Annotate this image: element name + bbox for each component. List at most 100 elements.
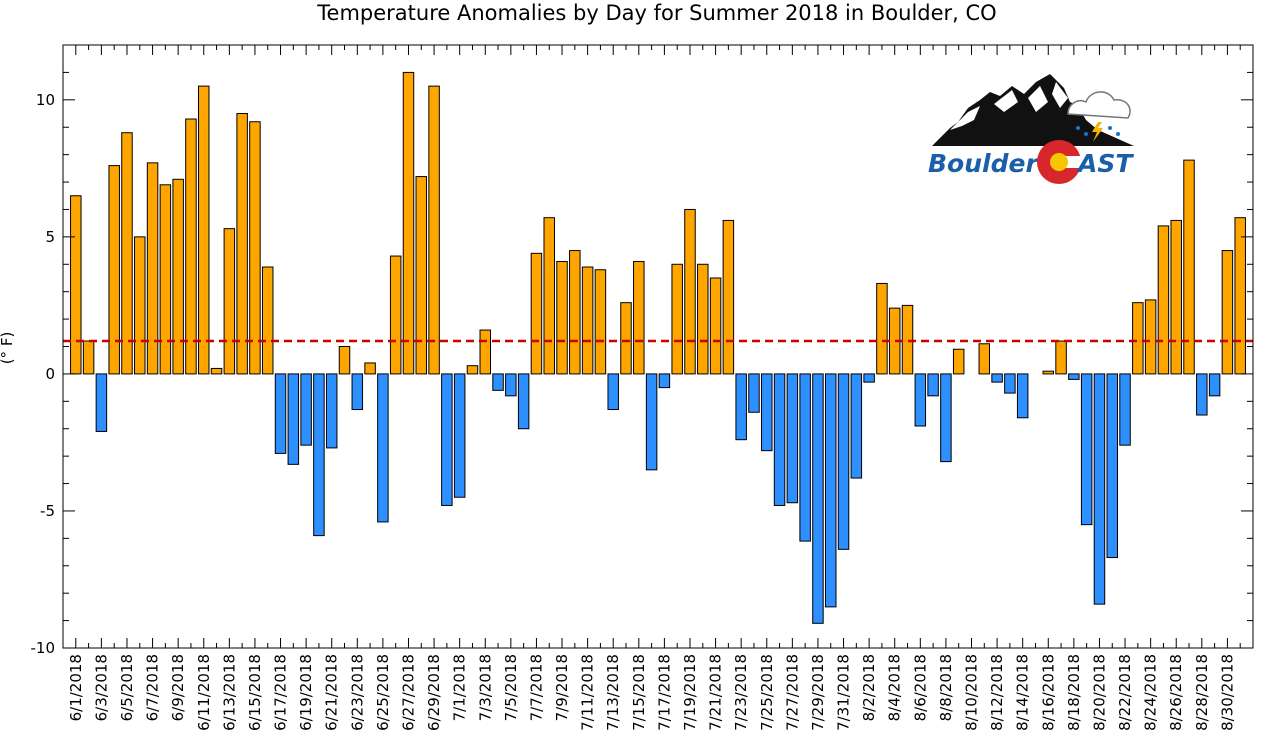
bar-6/6/2018 xyxy=(134,236,146,375)
bar-7/9/2018 xyxy=(556,261,568,375)
y-tick-label: -10 xyxy=(31,639,56,657)
bar-7/17/2018 xyxy=(658,373,671,389)
x-tick-label: 6/27/2018 xyxy=(399,654,417,731)
bar-7/18/2018 xyxy=(671,263,683,375)
bar-8/14/2018 xyxy=(1016,373,1029,419)
bar-6/9/2018 xyxy=(172,178,184,375)
bar-7/6/2018 xyxy=(517,373,530,430)
bar-6/4/2018 xyxy=(108,165,120,375)
bar-7/31/2018 xyxy=(837,373,850,550)
bar-8/24/2018 xyxy=(1144,299,1157,375)
y-tick-label: 10 xyxy=(36,91,55,109)
x-tick-label: 7/25/2018 xyxy=(758,654,776,731)
x-tick-label: 7/27/2018 xyxy=(783,654,801,731)
bar-7/27/2018 xyxy=(786,373,799,504)
x-tick-label: 7/15/2018 xyxy=(630,654,648,731)
bar-7/13/2018 xyxy=(607,373,619,411)
bar-7/26/2018 xyxy=(773,373,786,506)
x-tick-label: 7/31/2018 xyxy=(835,654,853,731)
bar-7/28/2018 xyxy=(799,373,811,542)
x-tick-label: 6/9/2018 xyxy=(169,654,187,721)
bar-6/19/2018 xyxy=(300,373,312,446)
x-tick-label: 8/4/2018 xyxy=(886,654,904,721)
bar-7/21/2018 xyxy=(709,277,722,375)
x-tick-label: 7/9/2018 xyxy=(553,654,571,721)
bar-8/16/2018 xyxy=(1042,370,1055,375)
raindrop-icon xyxy=(1108,126,1112,130)
y-tick-labels: -10 -5 0 5 10 xyxy=(31,91,56,657)
bar-6/10/2018 xyxy=(185,118,197,375)
bar-7/7/2018 xyxy=(530,252,543,375)
x-tick-label: 8/6/2018 xyxy=(911,654,929,721)
bar-8/30/2018 xyxy=(1221,250,1234,375)
bar-6/21/2018 xyxy=(325,373,338,449)
x-tick-label: 8/20/2018 xyxy=(1090,654,1108,731)
x-tick-label: 8/28/2018 xyxy=(1193,654,1211,731)
bar-7/22/2018 xyxy=(722,219,735,375)
bar-6/15/2018 xyxy=(249,121,261,375)
x-tick-label: 6/25/2018 xyxy=(374,654,392,731)
lightning-icon xyxy=(1092,122,1103,142)
x-tick-label: 6/21/2018 xyxy=(323,654,341,731)
bar-6/7/2018 xyxy=(146,162,159,375)
bar-7/8/2018 xyxy=(543,217,555,375)
bar-6/1/2018 xyxy=(70,195,82,375)
x-tick-label: 8/10/2018 xyxy=(962,654,980,731)
x-tick-label: 8/24/2018 xyxy=(1142,654,1160,731)
logo-word-ast: AST xyxy=(1076,149,1134,178)
cloud-icon xyxy=(1067,91,1131,119)
y-axis-label: (° F) xyxy=(0,332,16,365)
x-tick-label: 7/23/2018 xyxy=(732,654,750,731)
raindrop-icon xyxy=(1076,126,1080,130)
bar-6/27/2018 xyxy=(402,71,415,375)
bar-6/16/2018 xyxy=(261,266,274,375)
bar-8/17/2018 xyxy=(1055,340,1067,375)
colorado-c-icon xyxy=(1037,140,1085,184)
bar-8/8/2018 xyxy=(940,373,952,463)
bar-7/19/2018 xyxy=(684,208,696,375)
x-tick-label: 8/16/2018 xyxy=(1039,654,1057,731)
bar-8/1/2018 xyxy=(850,373,863,479)
y-tick-label: 5 xyxy=(45,228,55,246)
bar-6/14/2018 xyxy=(236,113,248,375)
x-tick-label: 6/17/2018 xyxy=(272,654,290,731)
bar-8/12/2018 xyxy=(991,373,1003,383)
bar-8/18/2018 xyxy=(1068,373,1080,380)
bar-7/24/2018 xyxy=(748,373,760,413)
bar-8/25/2018 xyxy=(1157,225,1170,375)
x-tick-label: 7/21/2018 xyxy=(707,654,725,731)
y-tick-label: -5 xyxy=(40,502,55,520)
x-tick-label: 7/3/2018 xyxy=(476,654,494,721)
raindrop-icon xyxy=(1084,132,1088,136)
bar-8/11/2018 xyxy=(978,343,991,375)
y-tick-label: 0 xyxy=(45,365,55,383)
bar-8/31/2018 xyxy=(1234,217,1246,375)
x-tick-label: 7/7/2018 xyxy=(527,654,545,721)
bar-7/25/2018 xyxy=(761,373,773,452)
x-tick-label: 6/19/2018 xyxy=(297,654,315,731)
x-tick-label: 7/13/2018 xyxy=(604,654,622,731)
bar-series xyxy=(70,71,1246,624)
bar-6/3/2018 xyxy=(95,373,108,432)
bar-7/2/2018 xyxy=(466,365,479,375)
bar-8/3/2018 xyxy=(876,282,888,375)
bar-7/3/2018 xyxy=(479,329,492,375)
bar-8/23/2018 xyxy=(1132,302,1144,375)
x-tick-label: 8/2/2018 xyxy=(860,654,878,721)
bar-7/11/2018 xyxy=(581,266,594,375)
x-tick-label: 8/30/2018 xyxy=(1218,654,1236,731)
mountain-silhouette xyxy=(932,74,1134,146)
chart-title: Temperature Anomalies by Day for Summer … xyxy=(316,1,996,25)
raindrop-icon xyxy=(1116,132,1120,136)
bar-7/16/2018 xyxy=(645,373,658,471)
bar-6/5/2018 xyxy=(121,132,133,375)
bar-8/27/2018 xyxy=(1183,159,1195,375)
x-tick-label: 6/15/2018 xyxy=(246,654,264,731)
bar-8/22/2018 xyxy=(1119,373,1131,446)
bar-8/28/2018 xyxy=(1196,373,1208,416)
x-tick-labels: 6/1/2018 6/3/2018 6/5/2018 6/7/2018 6/9/2018… xyxy=(67,654,1237,731)
bar-6/12/2018 xyxy=(210,367,223,375)
bar-6/24/2018 xyxy=(364,362,376,375)
logo-word-boulder: Boulder xyxy=(928,149,1039,178)
